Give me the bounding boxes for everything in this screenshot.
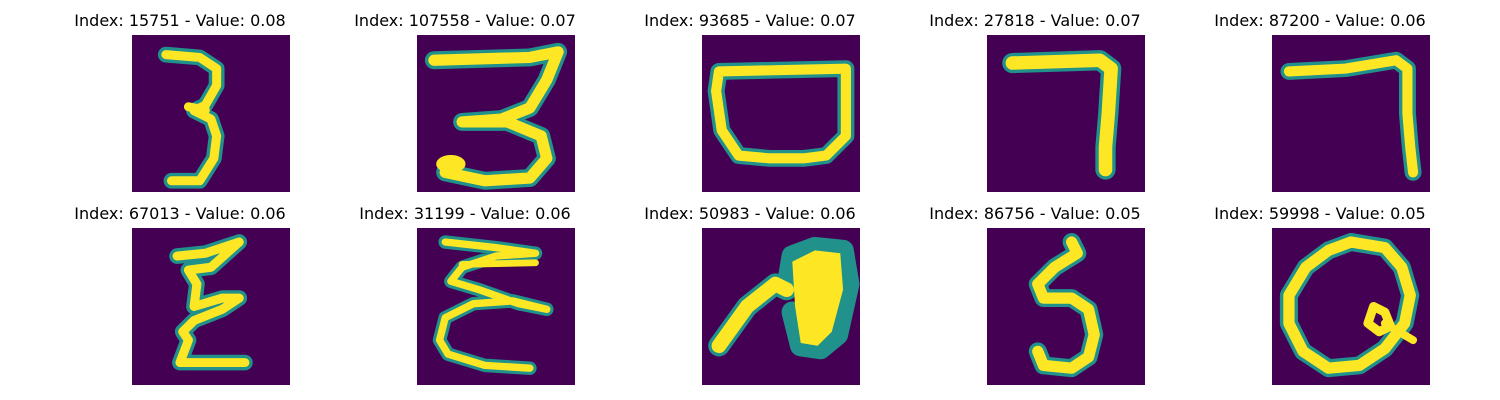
panel-title: Index: 67013 - Value: 0.06 (74, 204, 286, 223)
panel-title: Index: 59998 - Value: 0.05 (1214, 204, 1426, 223)
panel-title: Index: 87200 - Value: 0.06 (1214, 11, 1426, 30)
digit-image-3 (132, 35, 290, 192)
digit-image-3 (417, 35, 575, 192)
image-panel-2: Index: 107558 - Value: 0.07 (315, 0, 615, 200)
image-panel-5: Index: 87200 - Value: 0.06 (1170, 0, 1470, 200)
digit-image-0 (1272, 228, 1430, 385)
image-panel-8: Index: 50983 - Value: 0.06 (600, 193, 900, 393)
digit-image-7 (1272, 35, 1430, 192)
panel-title: Index: 27818 - Value: 0.07 (929, 11, 1141, 30)
panel-title: Index: 107558 - Value: 0.07 (354, 11, 576, 30)
image-panel-3: Index: 93685 - Value: 0.07 (600, 0, 900, 200)
bowl-shape-image (702, 35, 860, 192)
panel-title: Index: 86756 - Value: 0.05 (929, 204, 1141, 223)
panel-title: Index: 50983 - Value: 0.06 (644, 204, 856, 223)
image-panel-7: Index: 31199 - Value: 0.06 (315, 193, 615, 393)
panel-title: Index: 31199 - Value: 0.06 (359, 204, 571, 223)
panel-title: Index: 15751 - Value: 0.08 (74, 11, 286, 30)
image-panel-1: Index: 15751 - Value: 0.08 (30, 0, 330, 200)
leaf-shape-image (702, 228, 860, 385)
image-panel-10: Index: 59998 - Value: 0.05 (1170, 193, 1470, 393)
panel-title: Index: 93685 - Value: 0.07 (644, 11, 856, 30)
image-panel-9: Index: 86756 - Value: 0.05 (885, 193, 1185, 393)
image-panel-4: Index: 27818 - Value: 0.07 (885, 0, 1185, 200)
e-shape-image (417, 228, 575, 385)
digit-image-7 (987, 35, 1145, 192)
digit-image-5 (987, 228, 1145, 385)
z-shape-image (132, 228, 290, 385)
image-panel-6: Index: 67013 - Value: 0.06 (30, 193, 330, 393)
